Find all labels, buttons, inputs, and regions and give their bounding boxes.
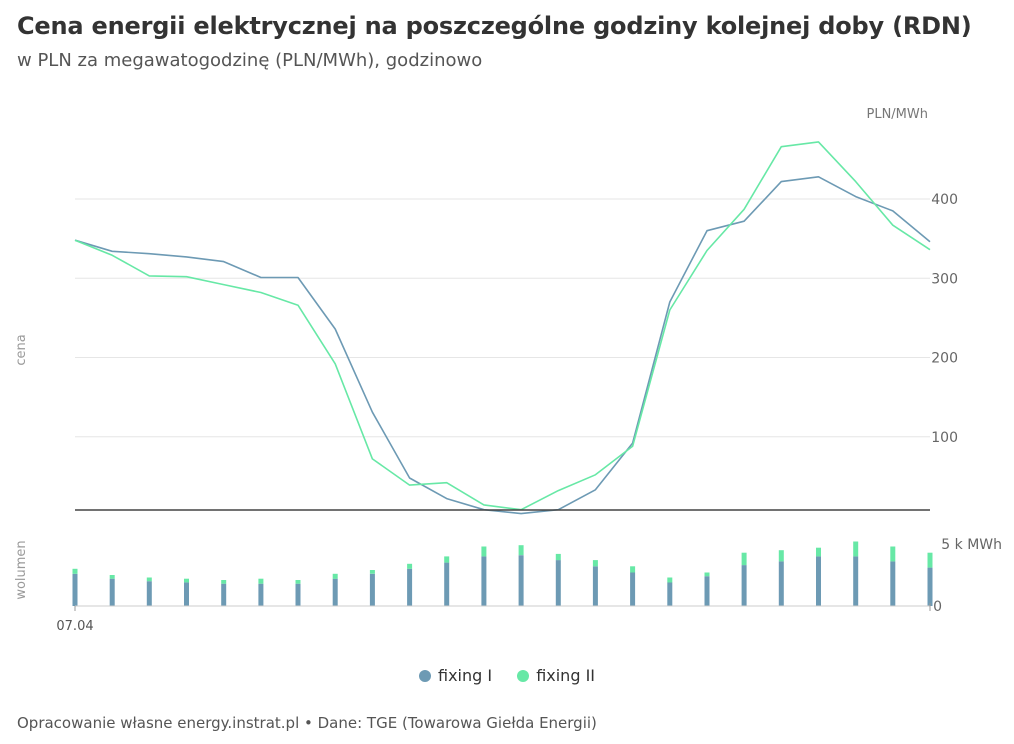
volume-bar-fixing-1 bbox=[72, 573, 78, 606]
volume-bar-fixing-2 bbox=[481, 546, 487, 557]
volume-bar-fixing-2 bbox=[332, 573, 338, 579]
volume-bar-fixing-1 bbox=[890, 561, 896, 606]
volume-bar-fixing-1 bbox=[369, 573, 375, 606]
volume-bar-fixing-2 bbox=[258, 578, 264, 584]
price-axis-label: cena bbox=[14, 334, 29, 365]
price-tick-label: 100 bbox=[931, 430, 958, 446]
volume-bar-fixing-1 bbox=[444, 562, 450, 606]
volume-bar-fixing-1 bbox=[778, 561, 784, 606]
legend-label: fixing I bbox=[438, 666, 493, 685]
volume-bar-fixing-2 bbox=[518, 545, 524, 556]
volume-bar-fixing-2 bbox=[407, 563, 413, 569]
volume-bar-fixing-2 bbox=[592, 560, 598, 567]
volume-bar-fixing-1 bbox=[481, 556, 487, 606]
volume-bar-fixing-2 bbox=[221, 580, 227, 584]
volume-bars bbox=[72, 541, 933, 606]
volume-bar-fixing-1 bbox=[146, 581, 152, 606]
volume-bar-fixing-2 bbox=[369, 570, 375, 574]
legend-swatch bbox=[517, 670, 530, 682]
legend-item-fixing-1[interactable]: fixing I bbox=[419, 666, 492, 685]
volume-bar-fixing-2 bbox=[704, 572, 710, 577]
chart-subtitle: w PLN za megawatogodzinę (PLN/MWh), godz… bbox=[17, 50, 483, 71]
price-grid: 100 200 300 400 bbox=[75, 192, 958, 446]
legend-swatch bbox=[419, 670, 431, 682]
volume-bar-fixing-2 bbox=[555, 553, 561, 561]
volume-tick-label: 5 k MWh bbox=[941, 537, 1002, 553]
volume-bar-fixing-1 bbox=[332, 578, 338, 606]
volume-bar-fixing-2 bbox=[109, 575, 115, 579]
volume-bar-fixing-2 bbox=[184, 578, 189, 583]
volume-bar-fixing-2 bbox=[778, 550, 784, 562]
volume-bar-fixing-1 bbox=[592, 566, 598, 606]
price-lines bbox=[74, 141, 931, 515]
volume-bar-fixing-1 bbox=[295, 583, 301, 606]
source-footer: Opracowanie własne energy.instrat.pl • D… bbox=[17, 714, 597, 732]
price-tick-label: 200 bbox=[931, 351, 958, 367]
volume-bar-fixing-2 bbox=[72, 568, 78, 574]
price-unit-label: PLN/MWh bbox=[867, 107, 929, 122]
volume-axis-label: wolumen bbox=[14, 540, 29, 599]
chart-canvas: PLN/MWh cena wolumen 100 200 300 400 0 5 k M… bbox=[14, 107, 1002, 634]
volume-bar-fixing-1 bbox=[853, 556, 859, 606]
volume-bar-fixing-1 bbox=[555, 560, 561, 606]
volume-bar-fixing-1 bbox=[109, 578, 115, 606]
chart-title: Cena energii elektrycznej na poszczególn… bbox=[17, 12, 972, 40]
volume-bar-fixing-2 bbox=[146, 577, 152, 582]
price-tick-label: 300 bbox=[931, 271, 958, 287]
volume-bar-fixing-1 bbox=[184, 582, 189, 606]
volume-bar-fixing-2 bbox=[295, 580, 301, 584]
volume-bar-fixing-2 bbox=[741, 552, 747, 566]
x-tick-label: 07.04 bbox=[56, 619, 93, 634]
volume-bar-fixing-1 bbox=[221, 583, 227, 606]
volume-bar-fixing-1 bbox=[258, 583, 264, 606]
volume-bar-fixing-1 bbox=[816, 556, 821, 606]
legend-item-fixing-2[interactable]: fixing II bbox=[517, 666, 595, 685]
volume-bar-fixing-1 bbox=[407, 568, 413, 606]
volume-bar-fixing-2 bbox=[444, 556, 450, 563]
volume-axis: 0 5 k MWh bbox=[74, 537, 1002, 615]
volume-bar-fixing-1 bbox=[667, 582, 673, 606]
volume-tick-label: 0 bbox=[933, 599, 942, 615]
series-line-1 bbox=[74, 176, 931, 515]
price-tick-label: 400 bbox=[931, 192, 958, 208]
legend: fixing I fixing II bbox=[0, 666, 1014, 685]
series-line-2 bbox=[74, 141, 931, 511]
volume-bar-fixing-1 bbox=[741, 565, 747, 606]
volume-bar-fixing-1 bbox=[518, 555, 524, 606]
volume-bar-fixing-2 bbox=[816, 547, 821, 557]
volume-bar-fixing-2 bbox=[630, 566, 636, 573]
volume-bar-fixing-2 bbox=[667, 577, 673, 583]
volume-bar-fixing-2 bbox=[927, 552, 933, 568]
volume-bar-fixing-1 bbox=[927, 567, 933, 606]
legend-label: fixing II bbox=[536, 666, 595, 685]
volume-bar-fixing-1 bbox=[704, 576, 710, 606]
volume-bar-fixing-2 bbox=[853, 541, 859, 557]
volume-bar-fixing-2 bbox=[890, 546, 896, 562]
volume-bar-fixing-1 bbox=[630, 572, 636, 606]
